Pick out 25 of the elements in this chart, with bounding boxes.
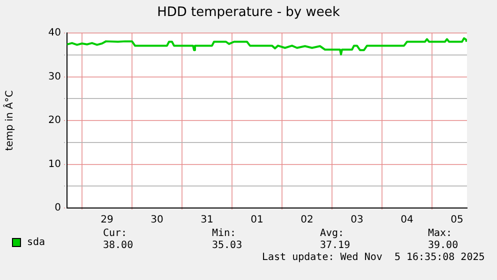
x-tick-label: 30: [150, 214, 164, 226]
text: 38.00: [103, 240, 134, 251]
x-tick-label: 29: [100, 214, 114, 226]
text: Max:: [428, 228, 452, 239]
legend-label: sda: [27, 237, 46, 248]
x-tick-label: 01: [250, 214, 264, 226]
text: Min:: [212, 228, 236, 239]
x-tick-label: 04: [400, 214, 414, 226]
x-tick-label: 31: [200, 214, 214, 226]
text: Avg:: [320, 228, 344, 239]
y-tick-label: 40: [48, 28, 61, 39]
text: 37.19: [320, 240, 350, 251]
y-tick-label: 10: [48, 158, 61, 170]
y-axis-title: temp in Â°C: [2, 90, 16, 151]
y-tick-label: 20: [48, 115, 61, 126]
chart-title: HDD temperature - by week: [156, 5, 341, 20]
x-tick-label: 05: [450, 214, 464, 226]
x-tick-label: 03: [350, 214, 364, 226]
text: 39.00: [428, 240, 458, 251]
text: 35.03: [212, 240, 242, 251]
x-tick-label: 02: [300, 214, 314, 226]
text: Cur:: [103, 228, 128, 239]
y-tick-label: 0: [54, 202, 61, 214]
text: Last update: Wed Nov 5 16:35:08 2025: [262, 252, 485, 263]
y-tick-label: 30: [48, 71, 61, 82]
